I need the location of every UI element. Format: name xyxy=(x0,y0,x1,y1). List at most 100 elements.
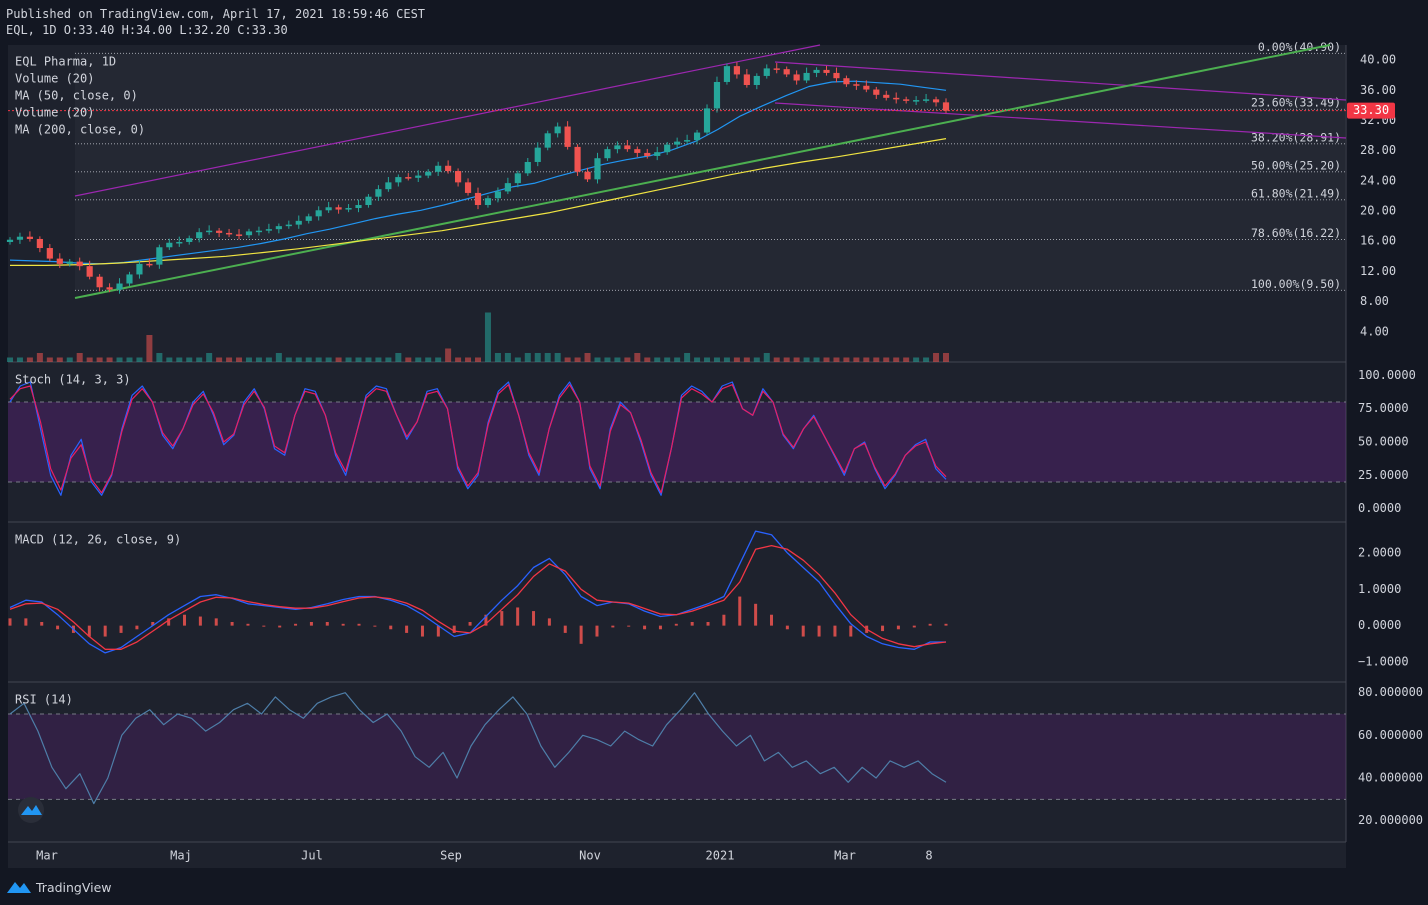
candle xyxy=(106,283,113,293)
candle xyxy=(425,169,432,179)
time-tick-label: 2021 xyxy=(706,849,735,863)
macd-histogram-bar xyxy=(944,623,948,626)
macd-histogram-bar xyxy=(357,623,361,626)
macd-histogram-bar xyxy=(547,618,551,626)
candle-body xyxy=(594,158,601,180)
candle-body xyxy=(843,78,850,85)
candle xyxy=(315,206,322,221)
candle xyxy=(16,232,24,244)
macd-histogram-bar xyxy=(262,625,266,627)
candle-body xyxy=(942,102,950,111)
candle-body xyxy=(494,191,502,199)
candle xyxy=(793,70,800,85)
candle-body xyxy=(853,84,860,86)
volume-bar xyxy=(624,357,631,362)
candle xyxy=(196,228,203,243)
candle xyxy=(584,167,591,182)
volume-bar xyxy=(544,353,551,362)
candle xyxy=(554,122,561,138)
volume-bar xyxy=(166,357,173,362)
volume-bar xyxy=(823,357,830,362)
time-tick-label: 8 xyxy=(925,849,932,863)
candle-body xyxy=(703,108,711,133)
candle xyxy=(684,134,691,145)
price-tick-label: 24.00 xyxy=(1360,173,1396,187)
candle xyxy=(674,137,681,149)
volume-bar xyxy=(634,353,641,362)
volume-bar xyxy=(713,357,720,362)
candle xyxy=(265,223,272,234)
macd-tick-label: 2.0000 xyxy=(1358,545,1401,559)
candle xyxy=(932,96,940,107)
rsi-legend: RSI (14) xyxy=(15,693,73,707)
macd-histogram-bar xyxy=(56,625,60,630)
macd-histogram-bar xyxy=(135,625,139,630)
rsi-tick-label: 20.000000 xyxy=(1358,813,1423,827)
legend-item: EQL Pharma, 1D xyxy=(15,55,116,69)
volume-bar xyxy=(455,357,462,362)
volume-bar xyxy=(484,312,491,362)
volume-bar xyxy=(674,357,681,362)
candle xyxy=(116,278,123,294)
candle-body xyxy=(196,232,203,239)
candlesticks[interactable] xyxy=(6,62,950,294)
macd-histogram-bar xyxy=(341,623,345,626)
candle-body xyxy=(713,81,721,109)
candle-body xyxy=(733,66,740,75)
macd-histogram-bar xyxy=(484,614,488,626)
candle-body xyxy=(126,274,133,284)
volume-bar xyxy=(504,353,511,362)
volume-bar xyxy=(245,357,252,362)
candle xyxy=(524,157,531,176)
volume-bar xyxy=(126,357,133,362)
candle-body xyxy=(335,207,342,210)
candle-body xyxy=(26,236,34,239)
time-tick-label: Sep xyxy=(440,849,462,863)
candle xyxy=(335,204,342,214)
time-tick-label: Mar xyxy=(834,849,856,863)
candle-body xyxy=(355,205,362,209)
candle xyxy=(763,64,770,79)
macd-histogram-bar xyxy=(420,625,424,637)
candle-body xyxy=(305,216,312,221)
fib-level-label: 50.00%(25.20) xyxy=(1251,158,1341,172)
candle xyxy=(883,90,890,101)
volume-bar xyxy=(36,353,43,362)
volume-bar xyxy=(604,357,611,362)
volume-bar xyxy=(136,357,143,362)
candle xyxy=(474,187,482,210)
macd-histogram-bar xyxy=(214,618,218,626)
fib-level-label: 100.00%(9.50) xyxy=(1251,277,1341,291)
volume-bar xyxy=(116,357,123,362)
candle-body xyxy=(763,68,770,76)
candle-body xyxy=(484,198,492,206)
candle xyxy=(285,220,292,229)
volume-bar xyxy=(445,348,452,362)
candle xyxy=(415,170,422,182)
candle-body xyxy=(435,165,442,172)
candle xyxy=(166,238,173,250)
tradingview-badge[interactable] xyxy=(18,797,44,823)
volume-bar xyxy=(574,357,581,362)
candle-body xyxy=(76,261,83,267)
candle xyxy=(753,73,760,90)
macd-histogram-bar xyxy=(706,622,710,626)
price-tick-label: 36.00 xyxy=(1360,83,1396,97)
candle-body xyxy=(823,69,830,73)
candle-body xyxy=(36,238,43,249)
candle xyxy=(295,215,302,229)
candle-body xyxy=(574,146,581,172)
candle-body xyxy=(634,149,641,153)
last-price-value: 33.30 xyxy=(1353,103,1389,117)
ohlc-readout: EQL, 1D O:33.40 H:34.00 L:32.20 C:33.30 xyxy=(6,23,288,37)
fib-level-label: 78.60%(16.22) xyxy=(1251,226,1341,240)
candle-body xyxy=(425,171,432,176)
wedge-upper-line xyxy=(774,61,1347,101)
candle xyxy=(853,80,860,90)
candle-body xyxy=(803,72,810,81)
candle xyxy=(216,228,223,238)
price-axis: 40.0036.0032.0028.0024.0020.0016.0012.00… xyxy=(1347,53,1423,827)
candle xyxy=(823,65,830,76)
candle-body xyxy=(375,189,382,197)
